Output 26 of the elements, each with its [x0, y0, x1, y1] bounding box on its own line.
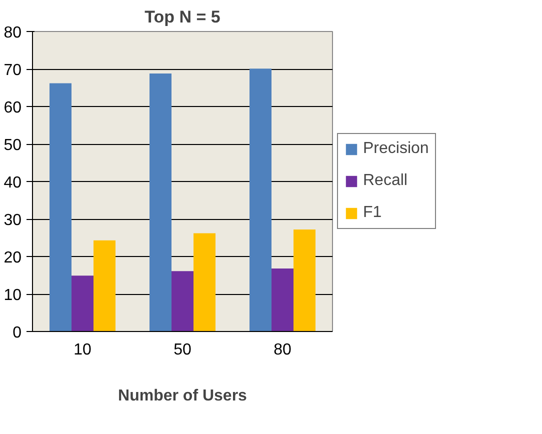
legend-label: F1: [363, 204, 383, 222]
y-tick-label: 10: [4, 287, 22, 304]
x-tick-label: 50: [174, 342, 192, 358]
bar: [94, 240, 116, 332]
bar: [72, 276, 94, 332]
y-tick-label: 20: [4, 250, 22, 266]
bar: [294, 230, 316, 332]
bar: [50, 83, 72, 332]
y-tick-label: 80: [4, 24, 22, 42]
y-tick-label: 40: [4, 174, 22, 192]
bar: [150, 74, 172, 332]
bar: [272, 268, 294, 332]
x-axis-title: Number of Users: [118, 388, 248, 404]
bar: [194, 233, 216, 332]
y-tick-label: 70: [4, 62, 22, 79]
bar: [250, 68, 272, 332]
bar: [172, 271, 194, 332]
x-tick-label: 10: [74, 342, 92, 358]
chart-title: Top N = 5: [144, 8, 220, 26]
y-tick-label: 30: [4, 212, 22, 229]
y-tick-label: 50: [4, 137, 22, 154]
y-tick-label: 0: [12, 324, 22, 342]
legend-label: Recall: [363, 172, 408, 190]
y-tick-label: 60: [4, 100, 22, 116]
legend-label: Precision: [363, 140, 429, 158]
x-tick-label: 80: [274, 342, 292, 358]
